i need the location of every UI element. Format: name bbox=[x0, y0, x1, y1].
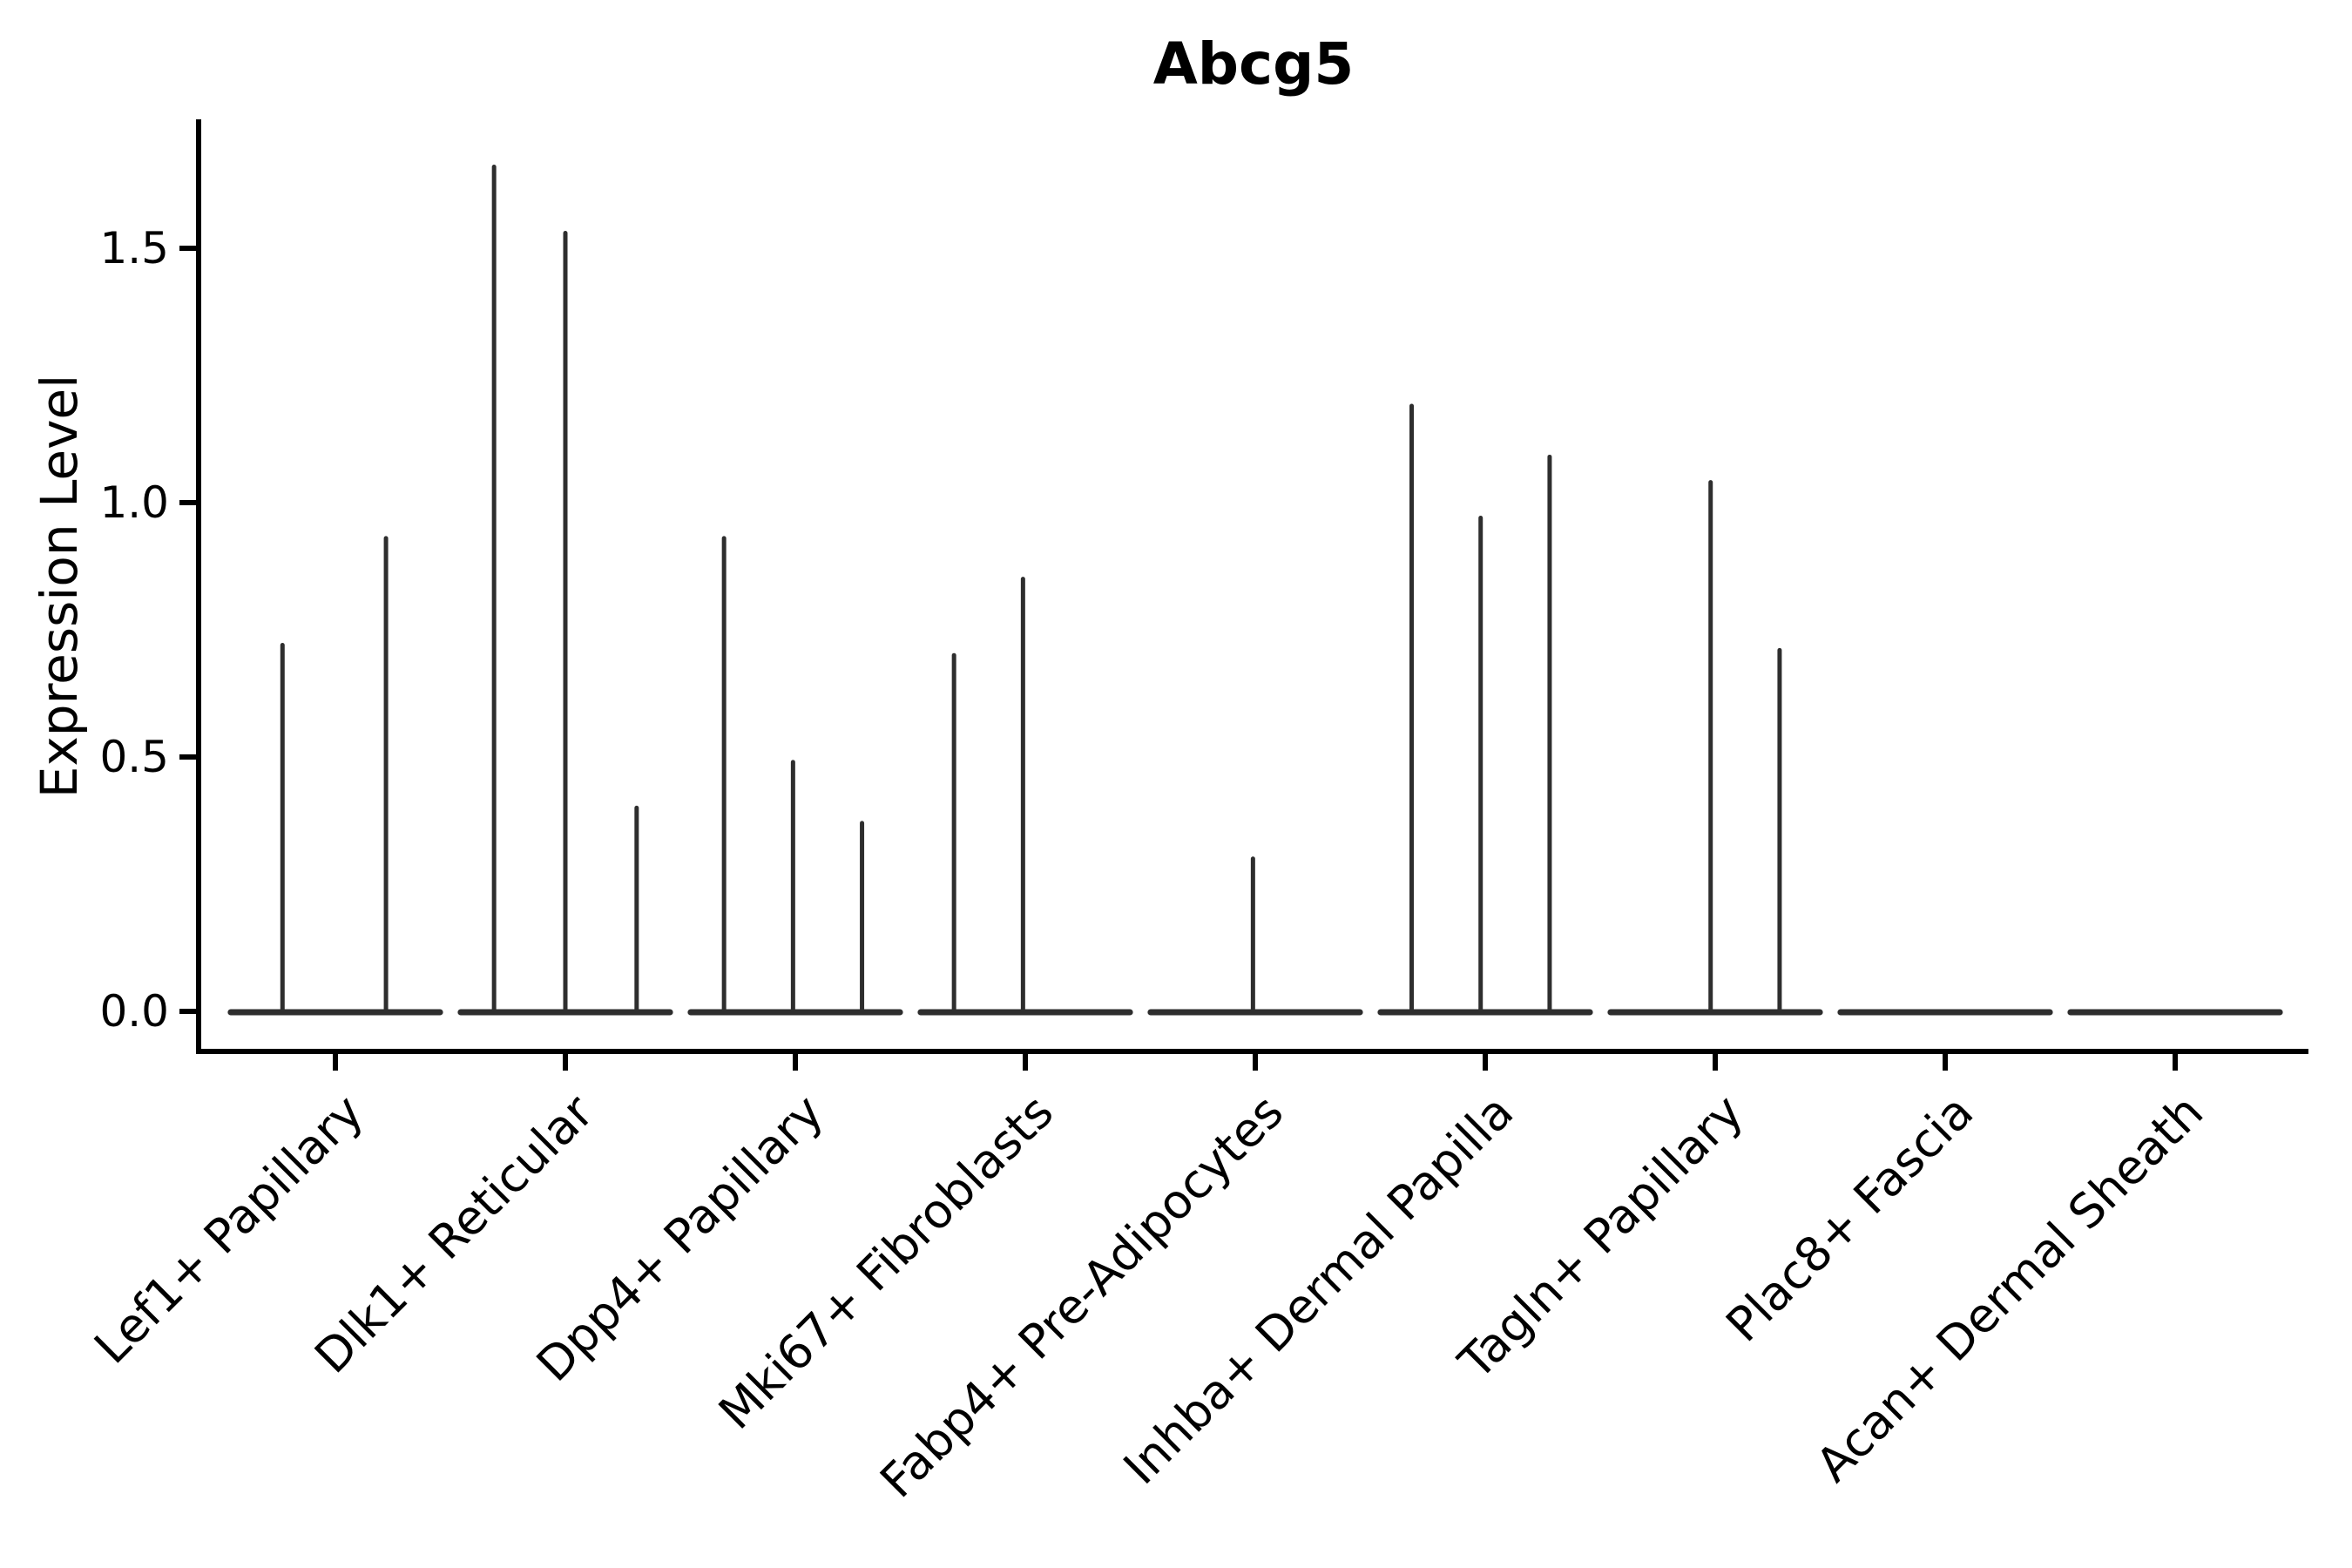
y-tick-label: 0.5 bbox=[99, 732, 169, 782]
plot-title: Abcg5 bbox=[1153, 30, 1355, 98]
y-axis-title: Expression Level bbox=[30, 375, 89, 798]
x-tick-label: Fabp4+ Pre-Adipocytes bbox=[869, 1085, 1294, 1509]
y-axis-ticks: 0.0 0.5 1.0 1.5 bbox=[99, 223, 199, 1037]
axes-spines bbox=[196, 119, 2308, 1054]
x-tick-label: Plac8+ Fascia bbox=[1715, 1085, 1984, 1353]
x-tick-label: Inhba+ Dermal Papilla bbox=[1113, 1085, 1524, 1495]
y-tick-label: 0.0 bbox=[99, 986, 169, 1037]
y-tick-label: 1.0 bbox=[99, 477, 169, 528]
x-tick-label: Acan+ Dermal Sheath bbox=[1806, 1085, 2213, 1492]
y-tick-label: 1.5 bbox=[99, 223, 169, 274]
violin-series bbox=[227, 165, 2283, 1016]
